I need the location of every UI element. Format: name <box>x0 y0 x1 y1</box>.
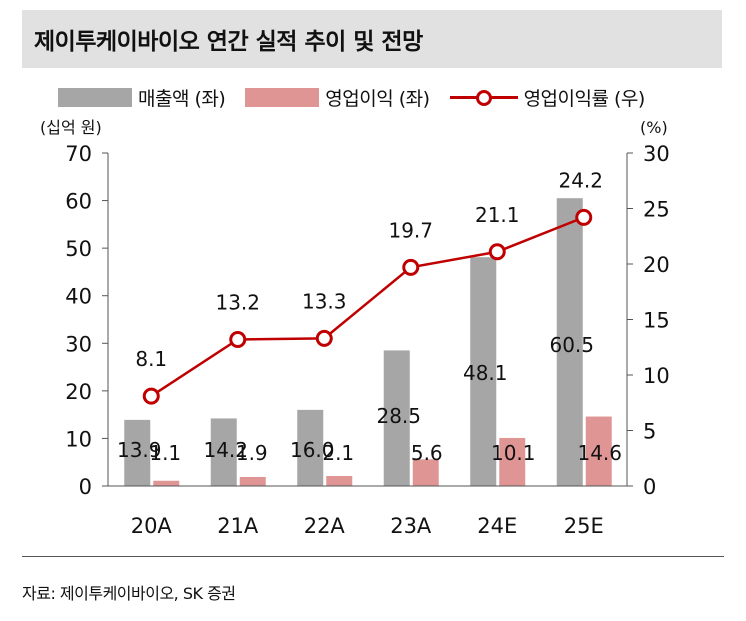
operating-profit-data-label: 2.1 <box>322 441 354 465</box>
margin-point <box>488 243 506 261</box>
legend-operating-margin: 영업이익률 (우) <box>449 84 646 111</box>
chart-title: 제이투케이바이오 연간 실적 추이 및 전망 <box>22 10 722 68</box>
x-tick-label: 25E <box>564 514 604 538</box>
operating-profit-data-label: 1.1 <box>149 441 181 465</box>
margin-point <box>142 387 160 405</box>
right-tick-label: 10 <box>643 364 670 388</box>
legend-operating-margin-label: 영업이익률 (우) <box>523 87 646 110</box>
legend-revenue: 매출액 (좌) <box>58 84 226 111</box>
revenue-data-label: 60.5 <box>549 333 594 357</box>
left-tick-label: 40 <box>65 285 92 309</box>
revenue-data-label: 16.0 <box>290 438 335 462</box>
right-tick-label: 20 <box>643 253 670 277</box>
margin-point <box>229 330 247 348</box>
margin-data-label: 13.2 <box>215 290 260 314</box>
margin-point <box>575 208 593 226</box>
margin-data-label: 19.7 <box>388 218 433 242</box>
left-tick-label: 60 <box>65 190 92 214</box>
operating-profit-bar <box>412 459 439 486</box>
margin-point <box>402 258 420 276</box>
operating-profit-bar <box>239 476 266 486</box>
combo-chart: 0 10 20 30 40 50 60 70 0 5 10 15 20 25 30 (십억 원) (%) 20A 2… <box>40 118 670 538</box>
left-tick-label: 10 <box>65 427 92 451</box>
left-axis-title: (십억 원) <box>40 118 102 137</box>
legend-operating-margin-swatch <box>449 88 518 107</box>
revenue-data-label: 14.2 <box>203 438 248 462</box>
right-tick-label: 15 <box>643 309 670 333</box>
x-tick-label: 20A <box>131 514 173 538</box>
revenue-data-label: 13.9 <box>117 438 162 462</box>
margin-point <box>315 329 333 347</box>
x-tick-label: 23A <box>390 514 432 538</box>
margin-data-label: 8.1 <box>135 347 167 371</box>
legend-revenue-label: 매출액 (좌) <box>138 87 226 110</box>
left-tick-label: 30 <box>65 332 92 356</box>
revenue-data-label: 48.1 <box>463 361 508 385</box>
x-tick-label: 24E <box>477 514 517 538</box>
operating-profit-bar <box>153 480 180 486</box>
legend-operating-profit-label: 영업이익 (좌) <box>325 87 430 110</box>
operating-profit-data-label: 14.6 <box>577 441 622 465</box>
x-tick-label: 22A <box>304 514 346 538</box>
revenue-bar <box>556 198 583 486</box>
legend-revenue-swatch <box>58 87 132 107</box>
operating-profit-data-label: 5.6 <box>411 441 443 465</box>
right-axis-title: (%) <box>640 118 668 137</box>
revenue-data-label: 28.5 <box>376 404 421 428</box>
operating-profit-bar <box>585 416 612 486</box>
margin-data-label: 24.2 <box>558 168 603 192</box>
right-tick-label: 5 <box>643 420 656 444</box>
operating-profit-data-label: 1.9 <box>236 441 268 465</box>
margin-data-label: 13.3 <box>302 289 347 313</box>
chart-legend: 매출액 (좌) 영업이익 (좌) 영업이익률 (우) <box>58 82 718 112</box>
left-tick-label: 50 <box>65 237 92 261</box>
left-tick-label: 70 <box>65 142 92 166</box>
operating-profit-bar <box>326 476 353 486</box>
right-tick-label: 25 <box>643 198 670 222</box>
left-tick-label: 0 <box>79 475 92 499</box>
left-tick-label: 20 <box>65 380 92 404</box>
footer-divider <box>22 556 724 557</box>
legend-operating-profit: 영업이익 (좌) <box>245 84 430 111</box>
revenue-bar <box>297 409 324 486</box>
revenue-bar <box>124 419 151 486</box>
source-note: 자료: 제이투케이바이오, SK 증권 <box>22 584 236 603</box>
x-tick-label: 21A <box>217 514 259 538</box>
margin-line <box>150 216 585 398</box>
legend-operating-profit-swatch <box>245 87 320 107</box>
margin-data-label: 21.1 <box>475 203 520 227</box>
right-tick-label: 0 <box>643 475 656 499</box>
revenue-bar <box>470 257 497 486</box>
operating-profit-data-label: 10.1 <box>491 441 536 465</box>
revenue-bar <box>210 418 237 486</box>
right-tick-label: 30 <box>643 142 670 166</box>
operating-profit-bar <box>499 437 526 486</box>
revenue-bar <box>383 350 410 486</box>
